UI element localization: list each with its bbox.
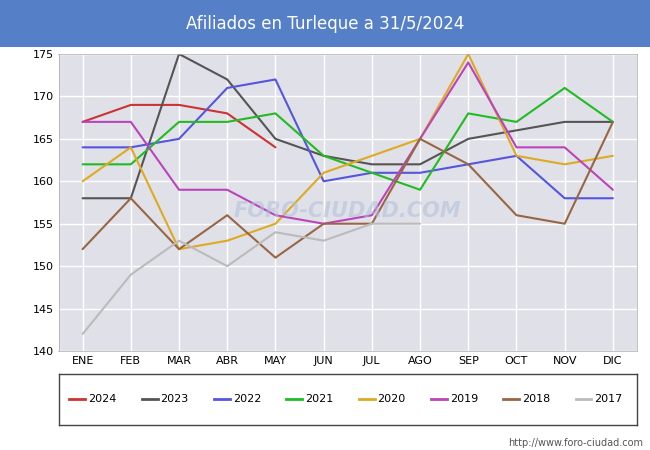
Text: FORO-CIUDAD.COM: FORO-CIUDAD.COM [234,202,462,221]
Text: 2018: 2018 [522,394,551,405]
Text: 2017: 2017 [594,394,623,405]
Text: http://www.foro-ciudad.com: http://www.foro-ciudad.com [508,438,644,448]
Text: 2023: 2023 [161,394,188,405]
Text: 2022: 2022 [233,394,261,405]
Text: Afiliados en Turleque a 31/5/2024: Afiliados en Turleque a 31/5/2024 [186,14,464,33]
Text: 2021: 2021 [305,394,333,405]
Text: 2020: 2020 [378,394,406,405]
Text: 2019: 2019 [450,394,478,405]
Text: 2024: 2024 [88,394,116,405]
